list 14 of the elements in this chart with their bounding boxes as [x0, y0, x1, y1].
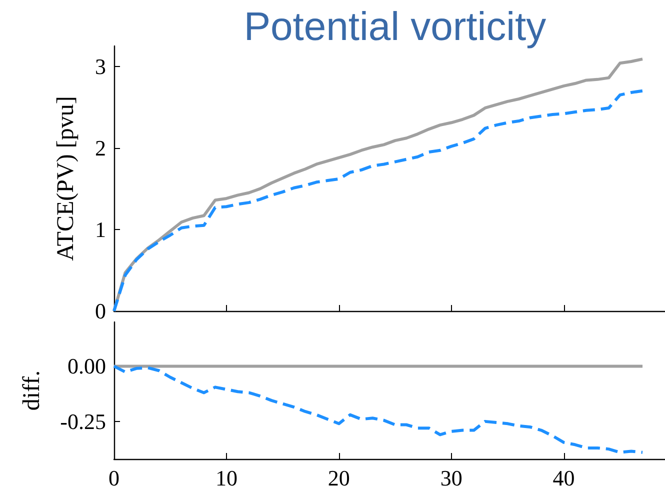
x-tick-label: 30: [440, 466, 462, 490]
x-tick-label: 10: [215, 466, 238, 490]
y-tick-label: 0: [95, 298, 106, 324]
y-tick-label: 0.00: [68, 354, 106, 379]
x-tick-label: 40: [552, 466, 575, 490]
x-tick-label: 20: [328, 466, 350, 490]
y-tick-label: 1: [95, 216, 106, 242]
y-axis-title: diff.: [19, 370, 45, 411]
y-axis-title: ATCE(PV) [pvu]: [53, 96, 79, 261]
chart-title: Potential vorticity: [244, 5, 546, 49]
y-tick-label: -0.25: [60, 408, 106, 434]
y-tick-label: 3: [95, 54, 106, 79]
y-tick-label: 2: [95, 135, 106, 160]
line-series: [112, 364, 644, 454]
